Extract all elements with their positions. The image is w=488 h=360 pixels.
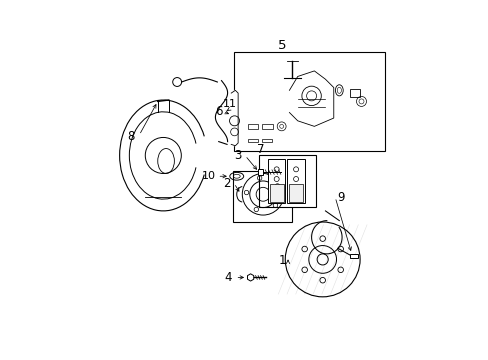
Bar [232,171,292,222]
Bar [261,124,272,129]
Bar [288,184,303,202]
Text: 11: 11 [223,99,236,109]
Bar [259,156,315,207]
Bar [233,51,384,151]
Bar [350,254,357,258]
Text: 10: 10 [202,171,216,181]
Polygon shape [231,90,238,146]
Text: 7: 7 [256,143,264,157]
Text: 5: 5 [278,40,286,53]
Bar [247,124,257,129]
Text: 3: 3 [234,149,242,162]
FancyBboxPatch shape [287,159,304,203]
Text: 8: 8 [127,130,135,143]
FancyBboxPatch shape [267,159,285,203]
Bar [247,139,258,142]
Bar [258,169,262,175]
Bar [269,184,283,202]
Text: 9: 9 [336,190,344,203]
Text: 2: 2 [223,177,230,190]
Text: 1: 1 [278,254,285,267]
Text: 4: 4 [224,271,232,284]
Text: 6: 6 [215,105,222,118]
Bar [261,139,272,142]
Bar [350,89,359,97]
Polygon shape [289,71,333,126]
